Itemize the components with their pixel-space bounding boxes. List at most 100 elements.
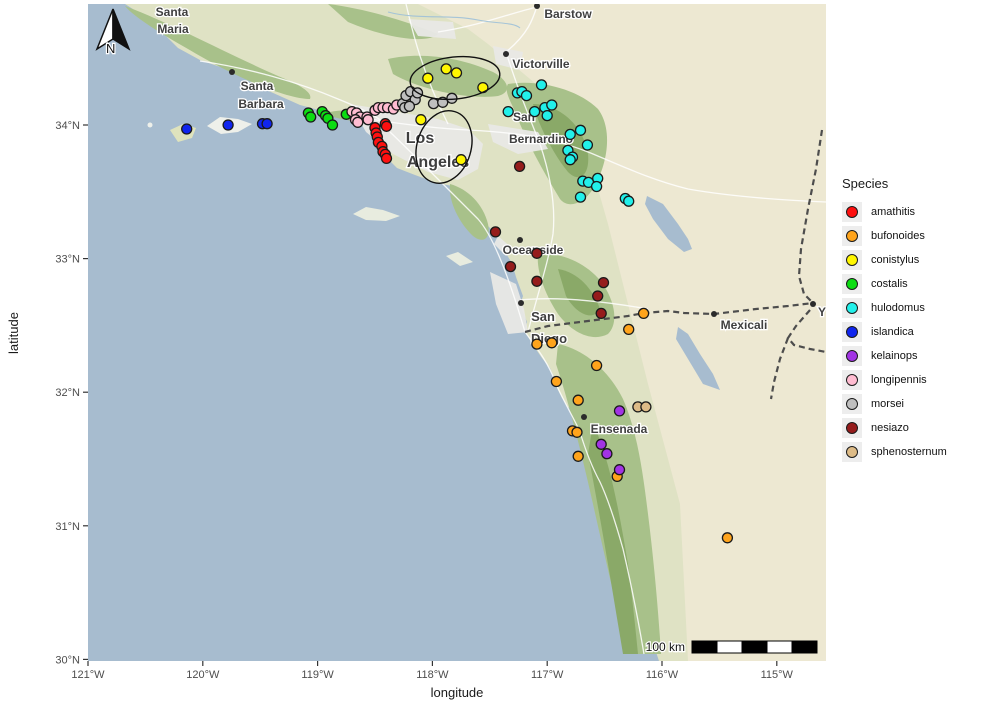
scalebar-segment — [691, 640, 718, 654]
species-point-longipennis — [352, 116, 364, 128]
species-point-morsei — [446, 92, 458, 104]
city-label: Ensenada — [591, 422, 648, 436]
legend-key — [842, 322, 862, 342]
species-point-conistylus — [415, 114, 427, 126]
legend-item-conistylus: conistylus — [840, 248, 984, 272]
y-axis-tick-label: 34°N — [55, 120, 80, 132]
city-dot — [810, 301, 816, 307]
species-point-hulodomus — [564, 128, 576, 141]
species-point-morsei — [427, 97, 440, 110]
species-point-hulodomus — [535, 79, 548, 91]
aqueduct-river — [387, 11, 521, 29]
city-label: Y — [818, 305, 826, 319]
legend-item-longipennis: longipennis — [840, 368, 984, 392]
species-point-hulodomus — [581, 139, 594, 151]
legend-label: islandica — [871, 326, 914, 338]
legend-dot — [846, 446, 858, 458]
city-label: Los — [406, 130, 435, 147]
scalebar-segment — [791, 640, 818, 654]
species-point-islandica — [181, 123, 193, 135]
species-point-hulodomus — [590, 180, 603, 193]
species-point-hulodomus — [623, 195, 635, 207]
annotation-circles — [409, 55, 501, 184]
x-axis-tick-label: 121°W — [71, 669, 105, 681]
scalebar-segment — [766, 640, 793, 654]
species-point-bufonoides — [546, 337, 558, 349]
species-point-hulodomus — [541, 109, 553, 122]
laguna-salada — [676, 327, 720, 390]
species-point-nesiazo — [531, 275, 543, 287]
species-point-sphenosternum — [640, 401, 652, 413]
north-label: N — [106, 41, 115, 56]
legend-label: bufonoides — [871, 230, 925, 242]
x-axis-tick-label: 117°W — [531, 669, 564, 681]
species-point-nesiazo — [504, 260, 517, 273]
legend-item-hulodomus: hulodomus — [840, 296, 984, 320]
legend-item-bufonoides: bufonoides — [840, 224, 984, 248]
species-point-morsei — [403, 100, 416, 112]
legend-key — [842, 442, 862, 462]
legend-label: morsei — [871, 398, 905, 410]
city-label: Mexicali — [721, 318, 768, 332]
legend-item-sphenosternum: sphenosternum — [840, 440, 984, 464]
x-axis-title: longitude — [431, 685, 484, 700]
legend-dot — [846, 278, 858, 290]
salton-sea — [645, 196, 692, 252]
species-point-conistylus — [440, 63, 452, 75]
north-arrow-icon: N — [95, 8, 131, 57]
legend-item-kelainops: kelainops — [840, 344, 984, 368]
legend-item-islandica: islandica — [840, 320, 984, 344]
legend-key — [842, 346, 862, 366]
city-dot — [711, 311, 717, 317]
city-label: San — [531, 309, 555, 324]
city-dot — [581, 414, 587, 420]
legend-dot — [846, 326, 858, 338]
y-axis-title: latitude — [6, 312, 21, 354]
species-point-nesiazo — [489, 226, 502, 238]
legend-item-morsei: morsei — [840, 392, 984, 416]
species-point-conistylus — [455, 154, 467, 166]
legend-dot — [846, 422, 858, 434]
legend-label: amathitis — [871, 206, 916, 218]
species-point-bufonoides — [590, 359, 603, 372]
legend-dot — [846, 374, 858, 386]
species-point-bufonoides — [571, 426, 583, 438]
species-point-amathitis — [380, 120, 393, 132]
species-point-bufonoides — [623, 323, 635, 336]
species-point-kelainops — [601, 448, 613, 460]
city-label: Santa — [156, 5, 189, 19]
species-point-hulodomus — [574, 124, 587, 136]
legend-item-costalis: costalis — [840, 272, 984, 296]
legend-key — [842, 370, 862, 390]
species-point-hulodomus — [574, 191, 587, 203]
species-point-hulodomus — [520, 89, 533, 102]
map-panel — [88, 4, 826, 661]
species-point-kelainops — [595, 438, 607, 450]
city-label: Maria — [157, 22, 189, 36]
species-point-nesiazo — [592, 290, 604, 302]
city-dot — [517, 237, 523, 243]
scale-bar: 100 km — [644, 639, 818, 655]
legend-label: sphenosternum — [871, 446, 947, 458]
species-point-bufonoides — [550, 375, 563, 388]
species-point-conistylus — [422, 72, 434, 84]
annotation-ellipse — [409, 55, 501, 101]
city-label: Barbara — [238, 97, 284, 111]
x-axis-tick-label: 115°W — [761, 669, 794, 681]
scalebar-segment — [741, 640, 768, 654]
legend-item-amathitis: amathitis — [840, 200, 984, 224]
species-point-hulodomus — [546, 99, 558, 111]
city-dot — [229, 69, 235, 75]
legend-item-nesiazo: nesiazo — [840, 416, 984, 440]
species-point-kelainops — [613, 464, 626, 476]
y-axis-tick-label: 30°N — [55, 654, 80, 666]
legend-dot — [846, 350, 858, 362]
legend-dot — [846, 398, 858, 410]
legend-dot — [846, 254, 858, 266]
legend-label: conistylus — [871, 254, 920, 266]
x-axis-tick-label: 118°W — [416, 669, 449, 681]
species-point-bufonoides — [637, 307, 650, 320]
legend-key — [842, 226, 862, 246]
